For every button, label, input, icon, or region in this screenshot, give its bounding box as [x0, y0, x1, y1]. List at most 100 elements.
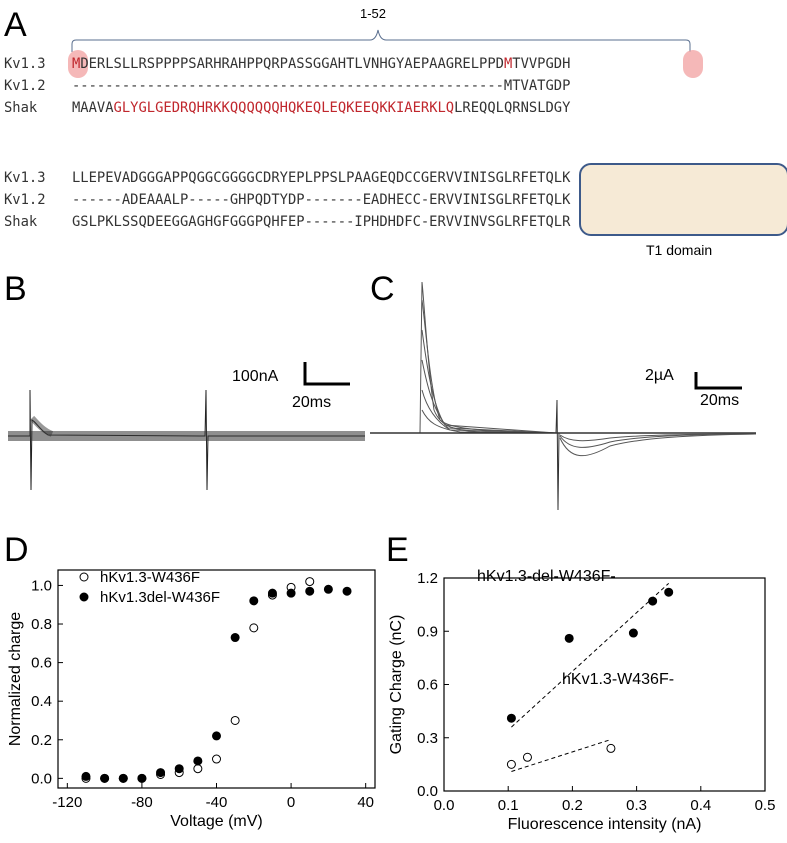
sequence-row-a-2: Kv1.2 -----------------------------------…	[4, 76, 570, 96]
x-axis-label: Voltage (mV)	[170, 813, 262, 830]
chart-e: 0.0 0.1 0.2 0.3 0.4 0.5 0.0 0.3 0.6 0.9 1.2 Fluores…	[388, 568, 776, 833]
sequence-residues: TVVPGDH	[512, 56, 571, 72]
data-point	[648, 596, 658, 606]
y-tick-label: 0.0	[417, 783, 438, 800]
legend-label: hKv1.3del-W436F	[100, 589, 220, 606]
sequence-residues: M	[72, 56, 81, 72]
data-point	[305, 586, 315, 596]
data-point	[118, 773, 128, 783]
data-point	[506, 759, 516, 769]
panel-label-c: C	[370, 270, 395, 308]
panel-label-b: B	[4, 270, 27, 308]
data-point	[606, 743, 616, 753]
y-tick-label: 1.2	[417, 570, 438, 587]
data-point	[342, 586, 352, 596]
fit-line	[511, 739, 612, 772]
data-point	[664, 587, 674, 597]
data-point	[212, 731, 221, 741]
x-tick-label: 0	[287, 794, 295, 811]
y-tick-label: 0.8	[31, 616, 52, 633]
x-tick-label: 0.1	[498, 797, 519, 814]
sequence-row-b-2: Kv1.2 ------ADEAAALP-----GHPQDTYDP-------…	[4, 190, 570, 210]
data-point	[230, 633, 240, 643]
sequence-row-a-3: Shak MAAVAGLYGLGEDRQHRKKQQQQQQHQKEQLEQKEE…	[4, 98, 570, 118]
bracket-label: 1-52	[360, 6, 387, 21]
legend-label: hKv1.3-W436F	[100, 569, 200, 586]
sequence-name: Shak	[4, 214, 38, 230]
legend-marker	[79, 572, 89, 582]
x-axis-label: Fluorescence intensity (nA)	[508, 816, 702, 833]
data-point	[174, 764, 184, 774]
sequence-residues: GSLPKLSSQDEEGGAGHGFGGGPQHFEP------IPHDHD…	[72, 214, 571, 230]
sequence-name: Kv1.3	[4, 170, 46, 186]
current-traces-b	[8, 362, 365, 491]
sequence-residues: ----------------------------------------…	[72, 78, 571, 94]
data-point	[81, 771, 91, 781]
data-point	[323, 584, 333, 594]
sequence-residues: LLEPEVADGGGAPPQGGCGGGGCDRYEPLPPSLPAAGEQD…	[72, 170, 571, 186]
y-tick-label: 0.0	[31, 770, 52, 787]
y-tick-label: 0.4	[31, 693, 52, 710]
fit-line	[511, 582, 670, 728]
y-tick-label: 0.9	[417, 623, 438, 640]
x-tick-label: -40	[206, 794, 228, 811]
sequence-row-b-1: Kv1.3 LLEPEVADGGGAPPQGGCGGGGCDRYEPLPPSLPA…	[4, 168, 570, 188]
y-tick-label: 0.6	[417, 677, 438, 694]
x-tick-label: 0.2	[562, 797, 583, 814]
sequence-residues: MAAVA	[72, 100, 114, 116]
sequence-row-b-3: Shak GSLPKLSSQDEEGGAGHGFGGGPQHFEP------IP…	[4, 212, 570, 232]
data-point	[628, 628, 638, 638]
sequence-name: Kv1.3	[4, 56, 46, 72]
t1-domain-box	[579, 163, 787, 236]
scale-current-c: 2µA	[645, 367, 674, 384]
sequence-name: Kv1.2	[4, 78, 46, 94]
t1-domain-label: T1 domain	[646, 242, 713, 258]
start-codon-highlight-1	[68, 50, 88, 78]
y-axis-label: Normalized charge	[7, 612, 24, 746]
data-point	[137, 773, 147, 783]
sequence-residues: M	[503, 56, 513, 72]
x-tick-label: -80	[131, 794, 153, 811]
data-point	[193, 764, 203, 774]
data-point	[305, 577, 315, 587]
sequence-residues: LREQQLQRNSLDGY	[454, 100, 571, 116]
panel-label-a: A	[4, 6, 27, 44]
start-codon-highlight-2	[683, 50, 703, 78]
data-point	[212, 754, 221, 764]
x-tick-label: -120	[52, 794, 82, 811]
data-point	[522, 752, 532, 762]
data-point	[193, 756, 203, 766]
y-tick-label: 0.3	[417, 730, 438, 747]
data-point	[564, 633, 574, 643]
y-tick-label: 0.2	[31, 732, 52, 749]
sequence-name: Kv1.2	[4, 192, 46, 208]
sequence-row-a-1: Kv1.3 MDERLSLLRSPPPPSARHRAHPPQRPASSGGAHTL…	[4, 54, 570, 74]
data-point	[156, 768, 166, 778]
data-point	[267, 588, 277, 598]
panel-label-d: D	[4, 531, 29, 569]
current-traces-c	[370, 281, 757, 511]
residue-bracket	[71, 29, 691, 52]
scale-time-c: 20ms	[700, 392, 740, 409]
sequence-name: Shak	[4, 100, 38, 116]
scale-current-b: 100nA	[232, 368, 279, 385]
x-tick-label: 0.5	[755, 797, 776, 814]
y-axis-label: Gating Charge (nC)	[388, 615, 405, 755]
x-tick-label: 0.4	[690, 797, 711, 814]
x-tick-label: 40	[357, 794, 374, 811]
data-point	[230, 715, 240, 725]
data-point	[249, 623, 259, 633]
sequence-residues: GLYGLGEDRQHRKKQQQQQQHQKEQLEQKEEQKKIAERKL…	[113, 100, 455, 116]
data-point	[100, 773, 110, 783]
legend-marker	[79, 592, 89, 602]
data-point	[249, 596, 259, 606]
y-tick-label: 1.0	[31, 577, 52, 594]
data-point	[506, 713, 516, 723]
x-tick-label: 0.0	[434, 797, 455, 814]
series-label: hKv1.3-W436F-	[562, 671, 674, 688]
sequence-residues: DERLSLLRSPPPPSARHRAHPPQRPASSGGAHTLVNHGYA…	[80, 56, 504, 72]
scale-time-b: 20ms	[292, 394, 332, 411]
y-tick-label: 0.6	[31, 655, 52, 672]
series-label: hKv1.3-del-W436F-	[477, 568, 616, 585]
x-tick-label: 0.3	[626, 797, 647, 814]
